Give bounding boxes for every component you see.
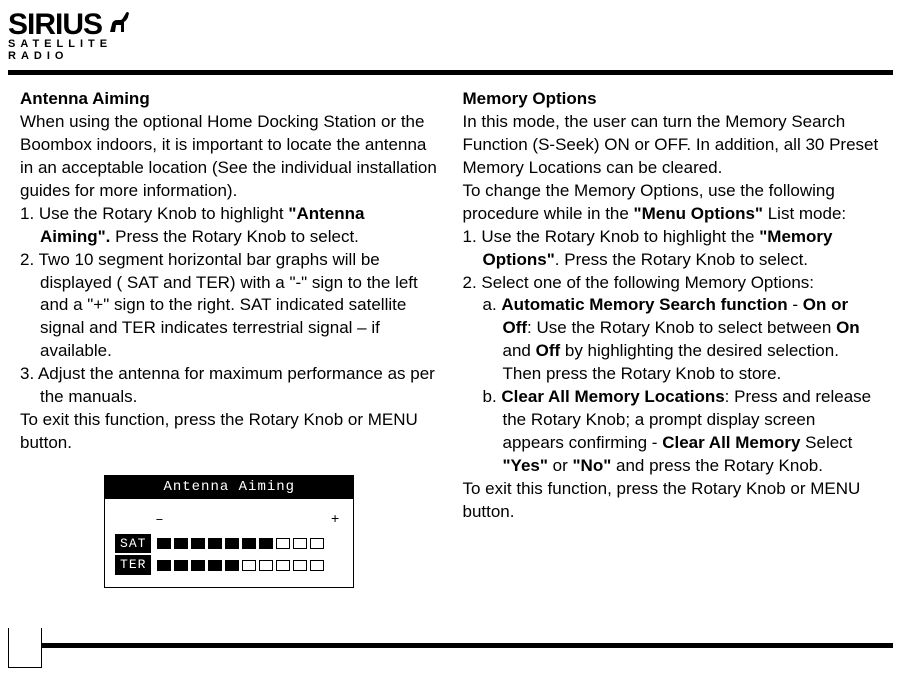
lcd-segment — [157, 538, 171, 549]
lcd-segment — [310, 560, 324, 571]
lcd-rows: SATTER — [115, 534, 343, 575]
a-m1: - — [788, 295, 803, 314]
lcd-body: – + SATTER — [105, 499, 353, 587]
lcd-plus: + — [331, 511, 339, 530]
page-number-box — [8, 628, 42, 668]
left-heading: Antenna Aiming — [20, 88, 439, 111]
lcd-segment — [208, 560, 222, 571]
lcd-segment — [225, 560, 239, 571]
lcd-segment — [259, 560, 273, 571]
left-s1-c: Press the Rotary Knob to select. — [110, 227, 359, 246]
lcd-segment — [293, 560, 307, 571]
lcd-segment — [208, 538, 222, 549]
lcd-row: SAT — [115, 534, 343, 554]
right-intro2c: List mode: — [763, 204, 846, 223]
right-heading: Memory Options — [463, 88, 882, 111]
brand-tagline: SATELLITE RADIO — [8, 38, 178, 62]
lcd-segment — [310, 538, 324, 549]
lcd-title: Antenna Aiming — [105, 476, 353, 499]
right-s1-a: 1. Use the Rotary Knob to highlight the — [463, 227, 760, 246]
top-divider — [8, 70, 893, 75]
lcd-row-label: TER — [115, 555, 151, 575]
lcd-row: TER — [115, 555, 343, 575]
lcd-segment — [174, 560, 188, 571]
a-m2: : Use the Rotary Knob to select between — [527, 318, 836, 337]
lcd-segment — [191, 538, 205, 549]
left-step-3: 3. Adjust the antenna for maximum perfor… — [20, 363, 439, 409]
lcd-segment — [242, 538, 256, 549]
left-intro: When using the optional Home Docking Sta… — [20, 111, 439, 203]
lcd-segment — [174, 538, 188, 549]
b-b1: Clear All Memory Locations — [501, 387, 724, 406]
lcd-segment — [225, 538, 239, 549]
left-step-2: 2. Two 10 segment horizontal bar graphs … — [20, 249, 439, 364]
a-b4: Off — [536, 341, 561, 360]
right-sub-a: a. Automatic Memory Search function - On… — [463, 294, 882, 386]
bottom-divider — [8, 643, 893, 648]
b-m2: Select — [800, 433, 852, 452]
lcd-segment — [293, 538, 307, 549]
right-step-2: 2. Select one of the following Memory Op… — [463, 272, 882, 295]
lcd-figure: Antenna Aiming – + SATTER — [104, 475, 354, 588]
right-step-1: 1. Use the Rotary Knob to highlight the … — [463, 226, 882, 272]
a-b3: On — [836, 318, 860, 337]
lcd-segment — [276, 538, 290, 549]
content-columns: Antenna Aiming When using the optional H… — [20, 88, 881, 616]
right-intro2: To change the Memory Options, use the fo… — [463, 180, 882, 226]
lcd-signs: – + — [115, 505, 343, 532]
lcd-segment — [259, 538, 273, 549]
right-intro1: In this mode, the user can turn the Memo… — [463, 111, 882, 180]
right-s1-c: . Press the Rotary Knob to select. — [555, 250, 808, 269]
left-step-1: 1. Use the Rotary Knob to highlight "Ant… — [20, 203, 439, 249]
brand-name-text: SIRIUS — [8, 10, 102, 40]
right-column: Memory Options In this mode, the user ca… — [463, 88, 882, 616]
b-b2: Clear All Memory — [662, 433, 800, 452]
lcd-segment — [191, 560, 205, 571]
left-column: Antenna Aiming When using the optional H… — [20, 88, 439, 616]
lcd-segment — [157, 560, 171, 571]
brand-name: SIRIUS — [8, 10, 178, 40]
brand-logo: SIRIUS SATELLITE RADIO — [8, 10, 178, 62]
b-m3: or — [548, 456, 573, 475]
lcd-bars — [157, 560, 324, 571]
b-b3: "Yes" — [503, 456, 548, 475]
right-intro2b: "Menu Options" — [634, 204, 763, 223]
b-b4: "No" — [573, 456, 612, 475]
lcd-segment — [276, 560, 290, 571]
right-exit: To exit this function, press the Rotary … — [463, 478, 882, 524]
a-lead: a. — [483, 295, 502, 314]
dog-icon — [106, 10, 132, 40]
lcd-segment — [242, 560, 256, 571]
a-b1: Automatic Memory Search function — [501, 295, 787, 314]
lcd-bars — [157, 538, 324, 549]
lcd-row-label: SAT — [115, 534, 151, 554]
left-s1-a: 1. Use the Rotary Knob to highlight — [20, 204, 288, 223]
a-m3: and — [503, 341, 536, 360]
b-lead: b. — [483, 387, 502, 406]
b-tail: and press the Rotary Knob. — [611, 456, 823, 475]
right-sub-b: b. Clear All Memory Locations: Press and… — [463, 386, 882, 478]
left-exit: To exit this function, press the Rotary … — [20, 409, 439, 455]
lcd-minus: – — [155, 511, 163, 530]
